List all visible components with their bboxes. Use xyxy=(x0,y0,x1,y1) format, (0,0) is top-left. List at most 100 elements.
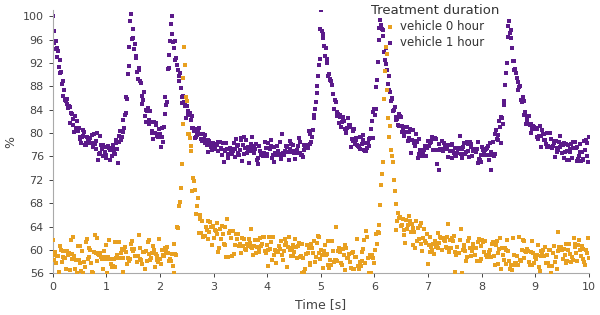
vehicle 1 hour xyxy=(476,159,486,164)
vehicle 1 hour xyxy=(404,130,414,135)
vehicle 0 hour xyxy=(110,264,119,269)
vehicle 0 hour xyxy=(572,258,582,263)
vehicle 1 hour xyxy=(500,102,509,107)
vehicle 0 hour xyxy=(209,235,218,240)
vehicle 1 hour xyxy=(573,156,583,161)
vehicle 0 hour xyxy=(248,253,258,258)
vehicle 1 hour xyxy=(312,91,322,96)
vehicle 1 hour xyxy=(54,65,64,70)
vehicle 1 hour xyxy=(158,134,167,139)
vehicle 1 hour xyxy=(314,63,323,68)
vehicle 0 hour xyxy=(490,262,500,267)
vehicle 0 hour xyxy=(142,259,152,264)
vehicle 1 hour xyxy=(205,140,215,146)
vehicle 0 hour xyxy=(225,228,235,233)
vehicle 1 hour xyxy=(258,154,268,159)
vehicle 1 hour xyxy=(211,146,220,151)
vehicle 0 hour xyxy=(434,231,443,236)
vehicle 1 hour xyxy=(580,147,590,152)
vehicle 1 hour xyxy=(383,82,392,87)
vehicle 1 hour xyxy=(415,152,424,157)
vehicle 0 hour xyxy=(547,264,557,269)
vehicle 1 hour xyxy=(541,137,550,142)
vehicle 0 hour xyxy=(456,227,466,232)
vehicle 1 hour xyxy=(327,82,337,87)
vehicle 1 hour xyxy=(490,131,499,136)
vehicle 1 hour xyxy=(451,153,461,158)
vehicle 1 hour xyxy=(142,119,151,124)
vehicle 0 hour xyxy=(70,267,80,272)
vehicle 1 hour xyxy=(250,145,259,150)
vehicle 1 hour xyxy=(78,127,88,132)
vehicle 0 hour xyxy=(514,262,523,267)
vehicle 1 hour xyxy=(290,156,300,161)
vehicle 1 hour xyxy=(427,136,436,141)
vehicle 1 hour xyxy=(294,136,304,141)
vehicle 0 hour xyxy=(533,243,542,248)
vehicle 1 hour xyxy=(445,143,454,148)
vehicle 1 hour xyxy=(141,108,151,113)
vehicle 1 hour xyxy=(63,106,73,111)
vehicle 0 hour xyxy=(580,260,589,265)
vehicle 0 hour xyxy=(483,254,493,259)
vehicle 0 hour xyxy=(316,248,326,253)
vehicle 0 hour xyxy=(465,245,475,250)
vehicle 0 hour xyxy=(335,249,345,255)
vehicle 1 hour xyxy=(202,142,212,147)
vehicle 1 hour xyxy=(217,146,226,151)
vehicle 0 hour xyxy=(463,239,473,244)
vehicle 0 hour xyxy=(199,235,208,240)
vehicle 1 hour xyxy=(481,147,490,152)
vehicle 1 hour xyxy=(221,148,230,153)
vehicle 0 hour xyxy=(86,260,96,265)
vehicle 1 hour xyxy=(491,128,501,133)
vehicle 0 hour xyxy=(67,252,76,257)
vehicle 1 hour xyxy=(340,118,349,123)
vehicle 1 hour xyxy=(399,133,409,138)
vehicle 0 hour xyxy=(280,242,289,247)
vehicle 1 hour xyxy=(137,102,147,107)
vehicle 0 hour xyxy=(95,251,105,256)
vehicle 0 hour xyxy=(292,256,302,261)
vehicle 1 hour xyxy=(103,144,112,149)
vehicle 1 hour xyxy=(380,58,389,63)
vehicle 0 hour xyxy=(81,239,91,244)
vehicle 1 hour xyxy=(156,145,166,150)
vehicle 1 hour xyxy=(406,127,415,132)
vehicle 0 hour xyxy=(372,241,382,246)
vehicle 0 hour xyxy=(582,250,592,255)
vehicle 1 hour xyxy=(401,130,410,135)
vehicle 1 hour xyxy=(382,68,392,73)
vehicle 0 hour xyxy=(292,244,301,249)
vehicle 0 hour xyxy=(112,256,121,261)
vehicle 0 hour xyxy=(286,254,296,259)
vehicle 1 hour xyxy=(95,151,104,156)
vehicle 1 hour xyxy=(116,138,126,143)
vehicle 0 hour xyxy=(516,258,526,263)
vehicle 1 hour xyxy=(197,139,207,144)
vehicle 0 hour xyxy=(496,267,506,272)
vehicle 1 hour xyxy=(175,73,184,78)
vehicle 0 hour xyxy=(432,242,442,247)
vehicle 1 hour xyxy=(537,128,547,133)
vehicle 0 hour xyxy=(346,266,356,271)
vehicle 0 hour xyxy=(474,236,484,241)
vehicle 0 hour xyxy=(569,236,578,241)
vehicle 1 hour xyxy=(88,145,97,150)
vehicle 1 hour xyxy=(561,141,571,146)
vehicle 1 hour xyxy=(326,79,336,84)
vehicle 1 hour xyxy=(563,149,572,154)
vehicle 0 hour xyxy=(101,257,111,262)
vehicle 1 hour xyxy=(304,146,313,151)
vehicle 0 hour xyxy=(49,258,58,263)
vehicle 0 hour xyxy=(187,148,196,153)
vehicle 0 hour xyxy=(258,234,268,239)
vehicle 1 hour xyxy=(208,141,218,146)
vehicle 0 hour xyxy=(348,267,358,272)
vehicle 0 hour xyxy=(433,246,442,251)
vehicle 1 hour xyxy=(549,140,559,145)
vehicle 0 hour xyxy=(328,249,338,254)
vehicle 1 hour xyxy=(428,148,438,153)
vehicle 1 hour xyxy=(139,98,148,103)
vehicle 1 hour xyxy=(48,14,58,19)
